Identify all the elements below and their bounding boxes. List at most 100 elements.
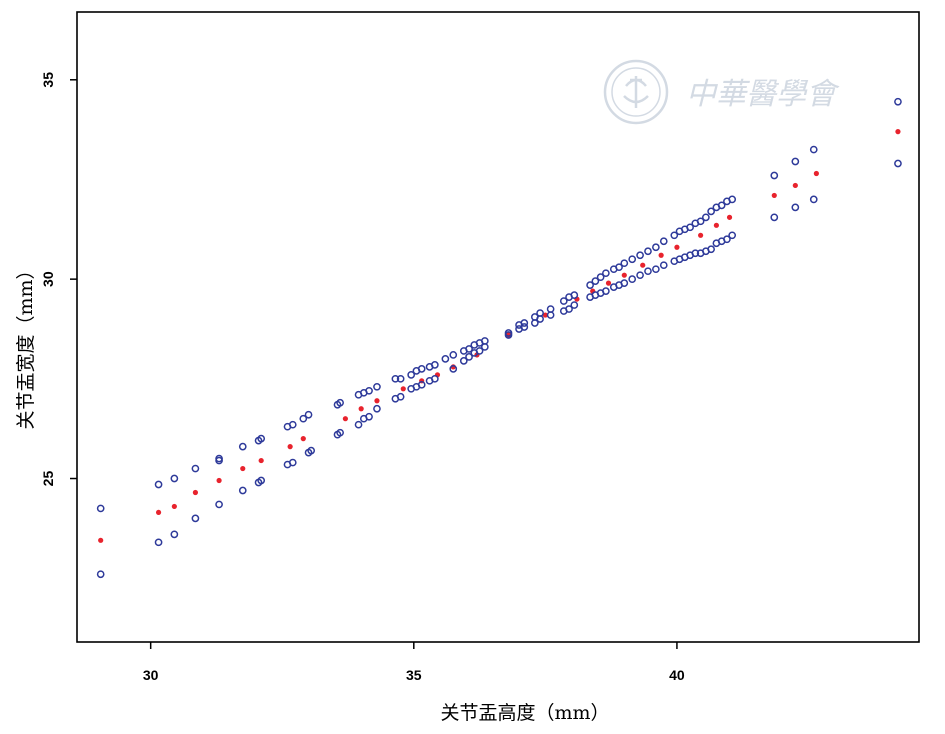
bound-point [659,237,668,246]
bound-point [546,311,555,319]
bound-point [728,195,737,204]
bound-point [96,504,105,513]
watermark-text: 中華醫學會 [686,77,840,112]
bound-point [407,370,416,379]
fit-point [240,465,246,472]
bound-point [504,331,513,339]
bound-point [215,500,223,509]
bound-point [696,217,705,226]
bound-point [809,145,818,154]
cma-emblem-icon [603,59,669,125]
bound-point [417,380,426,389]
bound-point [365,412,373,421]
bound-point [894,159,902,168]
x-axis-title: 关节盂高度（mm） [440,702,609,724]
fit-point [155,509,162,516]
bound-point [170,474,179,483]
fit-point [713,222,719,228]
fit-point [287,444,293,450]
bound-point [365,386,373,395]
bound-point [449,351,458,359]
axes: 30 35 40 25 30 35 [40,72,685,683]
fit-point [698,232,704,238]
bound-point [602,269,610,278]
bound-point [670,231,679,240]
bound-point [431,361,439,369]
bound-point [465,345,473,353]
fit-point [895,129,901,135]
y-tick-label-35: 35 [40,72,56,88]
bound-point [336,428,344,437]
bound-point [717,201,726,210]
x-tick-label-40: 40 [669,667,685,683]
bound-point [628,255,637,264]
bound-point [520,323,529,331]
bound-point [354,420,363,429]
bound-point [238,442,247,451]
bound-point [475,347,484,355]
plot-frame [76,11,920,643]
bound-point [170,530,179,539]
bound-point [728,231,737,240]
bound-point [894,97,902,106]
bound-point [615,263,623,272]
bound-point [257,476,266,485]
bound-point [809,195,818,204]
fit-point [621,272,627,278]
bound-point [520,319,529,327]
bound-point [602,287,610,295]
watermark: 中華醫學會 [603,59,840,125]
bound-point [373,382,381,391]
bound-point [288,458,297,467]
bound-point [791,203,800,212]
bound-point [307,446,316,455]
bound-point [417,365,426,373]
bound-point [570,301,579,309]
fit-point [771,192,777,199]
fit-point [342,416,348,422]
bound-point [465,353,473,361]
data-points [96,97,902,579]
bound-point [396,374,405,383]
fit-point [192,489,199,496]
bound-point [431,374,439,383]
bound-point [459,357,468,365]
bound-point [770,171,779,180]
bound-point [565,305,573,313]
bound-point [691,249,700,258]
bound-point [441,355,450,363]
bound-point [636,271,644,280]
fit-point [374,398,380,404]
bound-point [215,456,223,465]
fit-point [542,312,548,318]
x-tick-label-30: 30 [143,667,159,683]
bound-point [154,480,163,489]
bound-point [288,420,297,429]
bound-point [299,414,308,423]
bound-point [396,392,405,401]
fit-point [216,477,222,484]
fit-point [726,214,733,220]
bound-point [191,464,200,473]
fit-point [605,280,612,286]
fit-point [674,244,680,250]
bound-point [391,374,400,383]
bound-point [336,398,344,407]
bound-point [570,291,579,299]
bound-point [596,273,605,282]
bound-point [304,410,313,419]
bound-point [652,243,660,252]
bound-point [586,281,594,289]
bound-point [480,343,489,351]
fit-point [258,457,264,464]
fit-point [640,262,646,268]
bound-point [723,235,731,244]
bound-point [686,223,694,232]
bound-point [559,297,568,305]
fit-point [658,252,664,258]
bound-point [154,538,163,547]
bound-point [707,207,715,216]
fit-point [171,503,177,510]
bound-point [530,319,539,327]
